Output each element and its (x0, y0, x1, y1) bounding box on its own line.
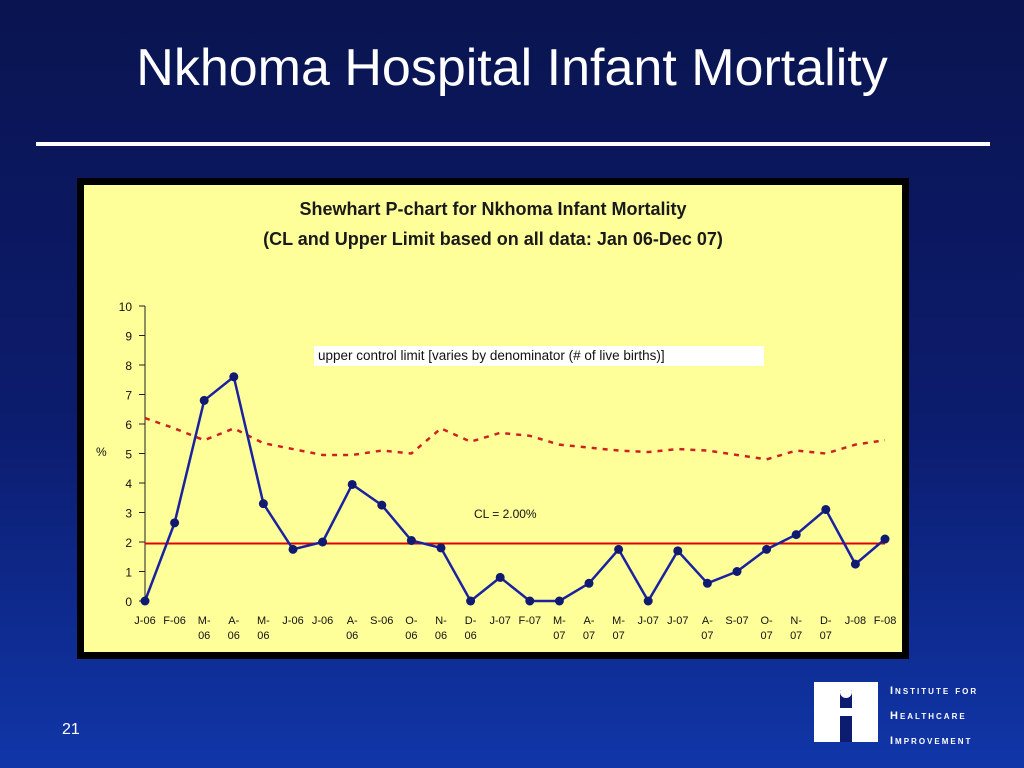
mortality-data-point (170, 518, 180, 528)
mortality-data-point (140, 596, 150, 606)
mortality-data-point (673, 546, 683, 556)
mortality-data-point (347, 479, 357, 489)
y-tick-label: 9 (125, 330, 132, 344)
x-tick-label: D- (820, 615, 832, 627)
x-tick-label: 07 (553, 630, 565, 642)
x-tick-label: M- (612, 615, 625, 627)
y-tick-label: 5 (125, 448, 132, 462)
title-underline (36, 142, 990, 146)
x-tick-label: N- (790, 615, 802, 627)
x-tick-label: 06 (464, 630, 476, 642)
mortality-data-point (880, 534, 890, 544)
x-tick-label: J-07 (667, 615, 688, 627)
x-tick-label: F-07 (518, 615, 541, 627)
x-tick-label: 06 (257, 630, 269, 642)
logo-line-3: Improvement (890, 735, 973, 747)
mortality-data-point (762, 544, 772, 554)
y-tick-label: 0 (125, 595, 132, 609)
x-tick-label: F-08 (874, 615, 897, 627)
mortality-data-point (318, 537, 328, 547)
x-tick-label: 07 (612, 630, 624, 642)
y-tick-label: 10 (119, 300, 133, 314)
mortality-data-point (702, 578, 712, 588)
mortality-series-line (143, 374, 886, 604)
cl-annotation: CL = 2.00% (474, 507, 537, 521)
ucl-series-line (144, 416, 886, 461)
x-tick-label: M- (198, 615, 211, 627)
y-tick-label: 4 (125, 477, 132, 491)
slide-title: Nkhoma Hospital Infant Mortality (136, 39, 888, 97)
y-tick-label: 6 (125, 418, 132, 432)
y-tick-label: 1 (125, 566, 132, 580)
mortality-data-point (436, 543, 446, 553)
ucl-annotation: upper control limit [varies by denominat… (314, 346, 764, 366)
x-tick-label: M- (257, 615, 270, 627)
x-tick-label: O- (760, 615, 773, 627)
y-tick-label: 8 (125, 359, 132, 373)
x-tick-label: 06 (198, 630, 210, 642)
x-tick-label: A- (702, 615, 713, 627)
x-tick-label: A- (228, 615, 239, 627)
y-tick-label: 2 (125, 536, 132, 550)
x-tick-label: J-08 (845, 615, 866, 627)
mortality-data-point (584, 578, 594, 588)
x-tick-label: 06 (435, 630, 447, 642)
x-tick-label: 07 (760, 630, 772, 642)
y-axis-label: % (96, 445, 107, 459)
x-tick-label: J-07 (489, 615, 510, 627)
x-tick-label: S-07 (725, 615, 748, 627)
logo-line-1: Institute for (890, 685, 979, 697)
x-tick-label: S-06 (370, 615, 393, 627)
x-tick-label: J-07 (637, 615, 658, 627)
x-tick-label: N- (435, 615, 447, 627)
x-tick-label: 07 (820, 630, 832, 642)
x-tick-label: 07 (701, 630, 713, 642)
ihi-logo-icon (814, 682, 878, 742)
y-tick-label: 7 (125, 389, 132, 403)
mortality-data-point (850, 559, 860, 569)
x-tick-label: 06 (228, 630, 240, 642)
mortality-data-point (377, 500, 387, 510)
mortality-data-point (554, 596, 564, 606)
mortality-data-point (466, 596, 476, 606)
logo-line-2: Healthcare (890, 710, 967, 722)
mortality-data-point (525, 596, 535, 606)
chart-subtitle: (CL and Upper Limit based on all data: J… (263, 229, 723, 249)
x-tick-label: 06 (346, 630, 358, 642)
mortality-data-point (732, 567, 742, 576)
x-tick-label: J-06 (282, 615, 303, 627)
y-tick-label: 3 (125, 507, 132, 521)
x-tick-label: 06 (405, 630, 417, 642)
x-tick-label: A- (584, 615, 595, 627)
mortality-data-point (791, 530, 801, 540)
x-tick-label: D- (465, 615, 477, 627)
x-tick-label: F-06 (163, 615, 186, 627)
mortality-data-point (258, 499, 268, 509)
chart-panel (84, 185, 902, 652)
mortality-data-point (229, 372, 239, 382)
x-tick-label: J-06 (312, 615, 333, 627)
x-tick-label: 07 (583, 630, 595, 642)
mortality-data-point (406, 536, 416, 546)
chart-title: Shewhart P-chart for Nkhoma Infant Morta… (299, 199, 687, 219)
mortality-data-point (199, 395, 209, 405)
ihi-logo-text: Institute for Healthcare Improvement (890, 679, 978, 754)
mortality-data-point (614, 544, 624, 554)
x-tick-label: J-06 (134, 615, 155, 627)
x-tick-label: 07 (790, 630, 802, 642)
mortality-data-point (288, 544, 298, 554)
x-tick-label: O- (405, 615, 418, 627)
mortality-data-point (821, 505, 831, 515)
mortality-data-point (643, 596, 653, 606)
mortality-data-point (495, 572, 505, 582)
x-tick-label: M- (553, 615, 566, 627)
x-tick-label: A- (347, 615, 358, 627)
slide-number: 21 (62, 721, 80, 738)
